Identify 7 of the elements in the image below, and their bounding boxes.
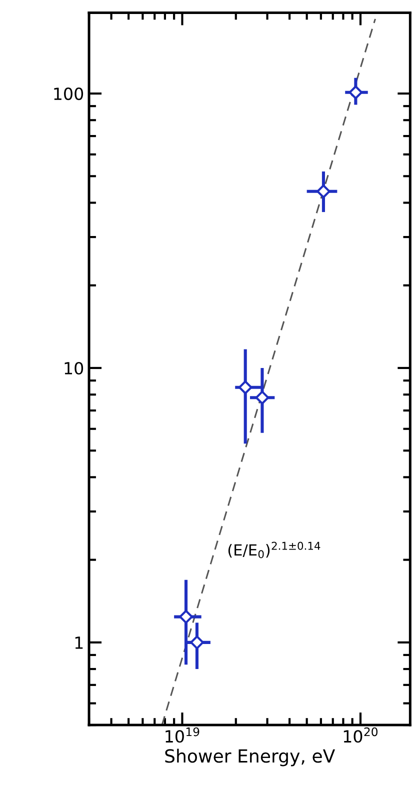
y-tick-label: 100 xyxy=(54,87,84,100)
x-tick-label: 10$^{19}$ xyxy=(166,727,200,743)
x-tick-label: 10$^{20}$ xyxy=(344,727,378,743)
y-tick-label: 10 xyxy=(64,362,84,375)
x-axis-title: Shower Energy, eV xyxy=(165,748,336,766)
y-tick-label: 1 xyxy=(75,636,83,649)
annotation: (E/E$_{0}$)$^{2.1±0.14}$ xyxy=(228,542,320,558)
